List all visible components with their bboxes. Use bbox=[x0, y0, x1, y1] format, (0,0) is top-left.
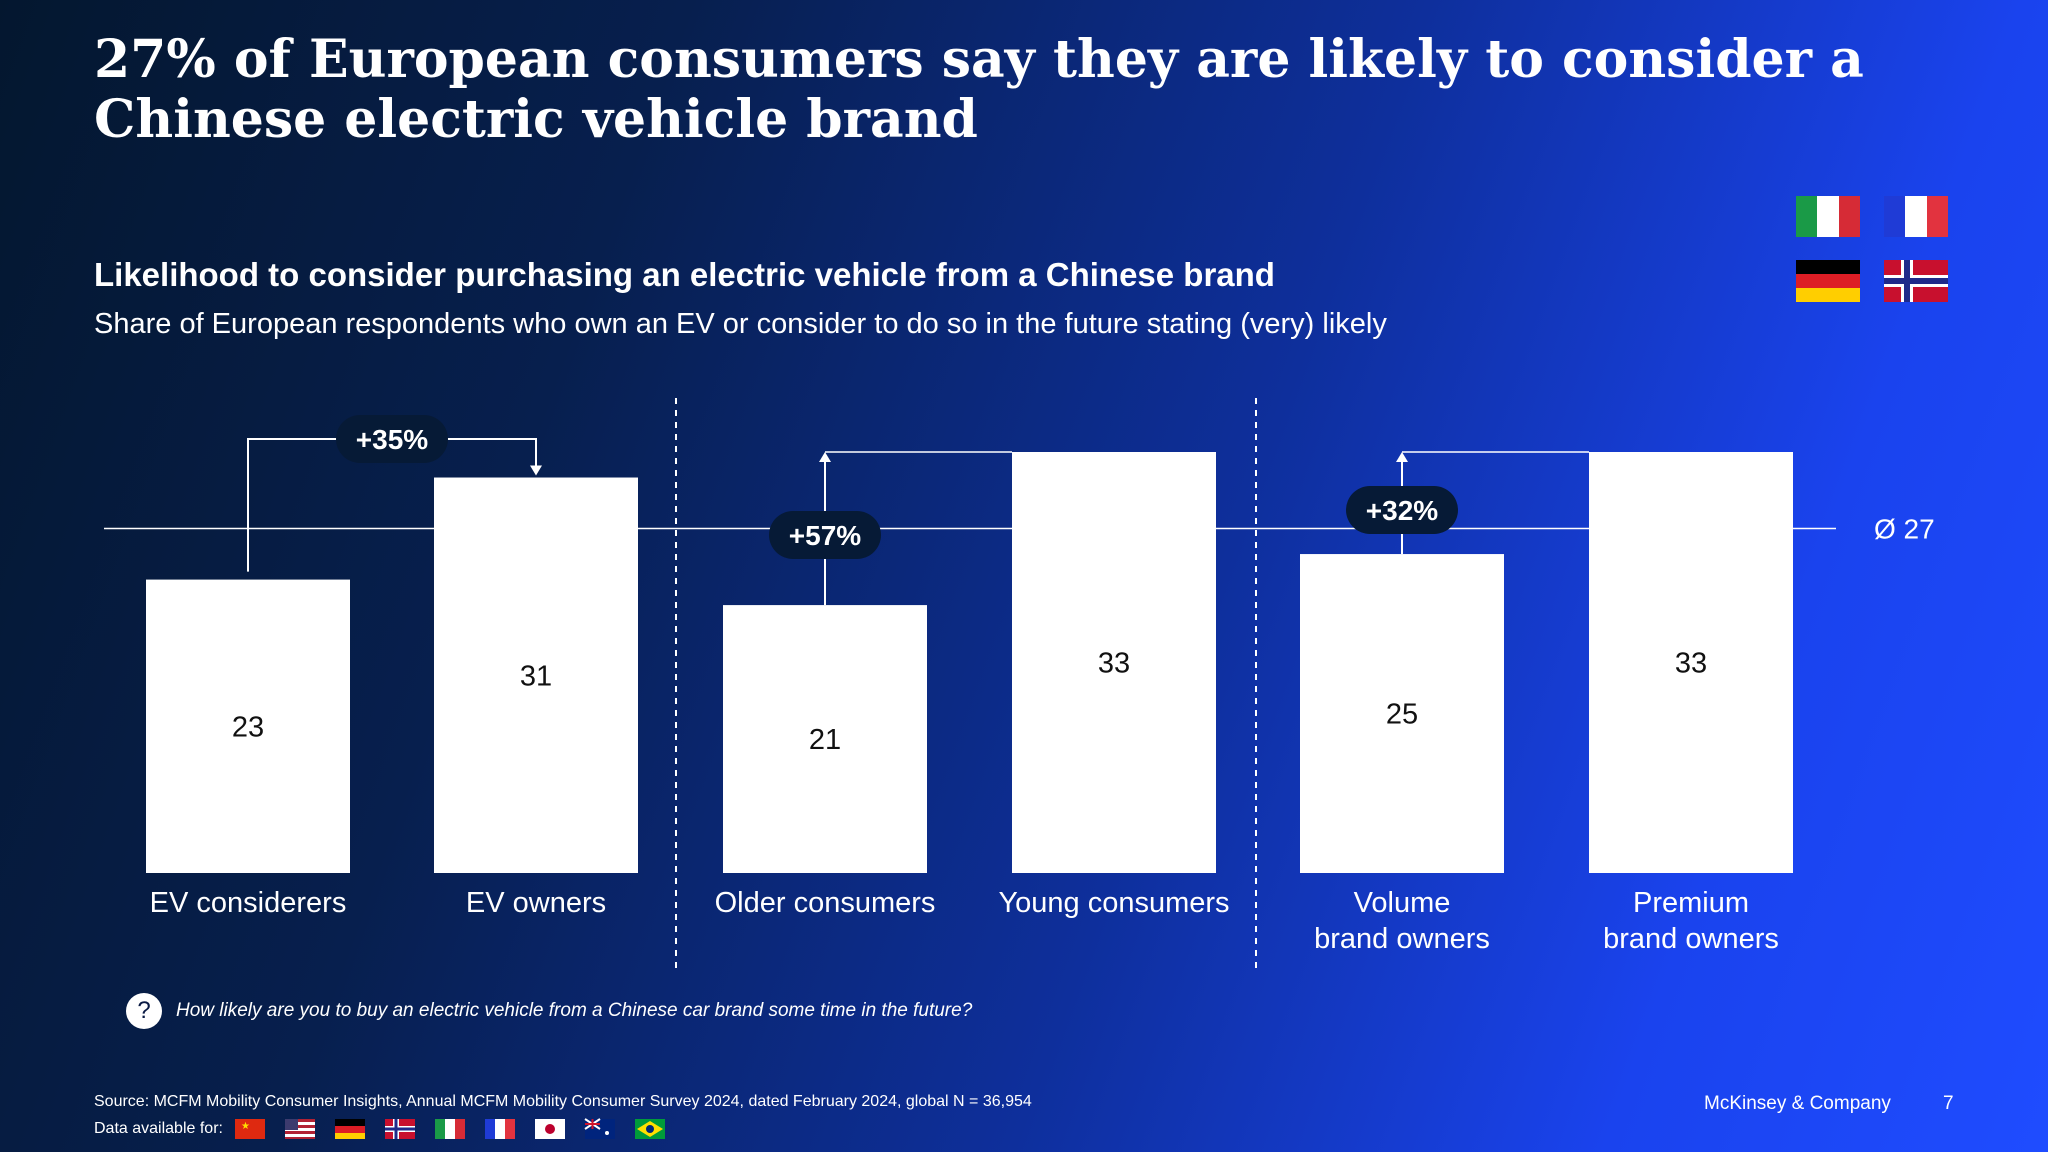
comparison-2-arrow-icon bbox=[819, 452, 831, 462]
italy-flag-icon bbox=[1796, 196, 1860, 237]
page-number: 7 bbox=[1943, 1093, 1954, 1114]
comparison-3-arrow-icon bbox=[1396, 452, 1408, 462]
bar-value-1: 23 bbox=[232, 711, 264, 743]
germany-flag-icon bbox=[1796, 260, 1860, 302]
comparison-1-arrow-icon bbox=[530, 465, 542, 476]
category-label-6: Premium brand owners bbox=[1603, 887, 1779, 955]
japan-flag-icon bbox=[534, 1119, 565, 1139]
category-label-2: EV owners bbox=[466, 887, 606, 919]
data-available-row: Data available for: ★ bbox=[94, 1117, 675, 1141]
bar-value-5: 25 bbox=[1386, 699, 1418, 731]
bar-value-3: 21 bbox=[809, 724, 841, 756]
category-label-1: EV considerers bbox=[150, 887, 347, 919]
survey-question: ? How likely are you to buy an electric … bbox=[126, 993, 972, 1029]
bar-6 bbox=[1589, 452, 1793, 873]
france-flag-icon bbox=[484, 1119, 515, 1139]
china-flag-icon: ★ bbox=[234, 1119, 265, 1139]
bar-value-2: 31 bbox=[520, 660, 552, 692]
bar-1 bbox=[146, 579, 350, 873]
bar-4 bbox=[1012, 452, 1216, 873]
bar-5 bbox=[1300, 554, 1504, 873]
comparison-2-pill bbox=[769, 511, 881, 559]
chart-subtitle: Likelihood to consider purchasing an ele… bbox=[94, 256, 1275, 293]
brazil-flag-icon bbox=[634, 1119, 665, 1139]
data-available-label: Data available for: bbox=[94, 1120, 223, 1137]
company-name: McKinsey & Company bbox=[1704, 1093, 1891, 1114]
svg-text:★: ★ bbox=[241, 1121, 250, 1132]
chart-description: Share of European respondents who own an… bbox=[94, 308, 1387, 340]
chart: Ø 27 23 EV considerers 31 EV owners 21 Older c… bbox=[104, 398, 1935, 968]
category-label-3: Older consumers bbox=[715, 887, 936, 919]
legend-flags bbox=[1796, 196, 1948, 302]
comparison-1-label: +35% bbox=[356, 424, 428, 455]
bar-2 bbox=[434, 477, 638, 873]
average-label: Ø 27 bbox=[1874, 514, 1935, 545]
france-flag-icon bbox=[1884, 196, 1948, 237]
category-label-5: Volume brand owners bbox=[1314, 887, 1490, 955]
norway-flag-icon bbox=[384, 1119, 415, 1139]
bar-value-6: 33 bbox=[1675, 648, 1707, 680]
italy-flag-icon bbox=[434, 1119, 465, 1139]
source-note: Source: MCFM Mobility Consumer Insights,… bbox=[94, 1093, 1032, 1110]
question-icon: ? bbox=[126, 993, 162, 1029]
page-title: 27% of European consumers say they are l… bbox=[94, 29, 1864, 150]
australia-flag-icon bbox=[584, 1118, 615, 1139]
comparison-3-label: +32% bbox=[1366, 495, 1438, 526]
norway-flag-icon bbox=[1884, 260, 1948, 302]
comparison-2-label: +57% bbox=[789, 520, 861, 551]
question-text: How likely are you to buy an electric ve… bbox=[176, 1000, 973, 1021]
comparison-3-pill bbox=[1346, 486, 1458, 534]
comparison-1-pill bbox=[336, 415, 448, 463]
bar-value-4: 33 bbox=[1098, 648, 1130, 680]
category-label-4: Young consumers bbox=[998, 887, 1229, 919]
bar-3 bbox=[723, 605, 927, 873]
usa-flag-icon bbox=[284, 1119, 315, 1139]
germany-flag-icon bbox=[334, 1119, 365, 1139]
country-flags: ★ bbox=[234, 1118, 665, 1139]
